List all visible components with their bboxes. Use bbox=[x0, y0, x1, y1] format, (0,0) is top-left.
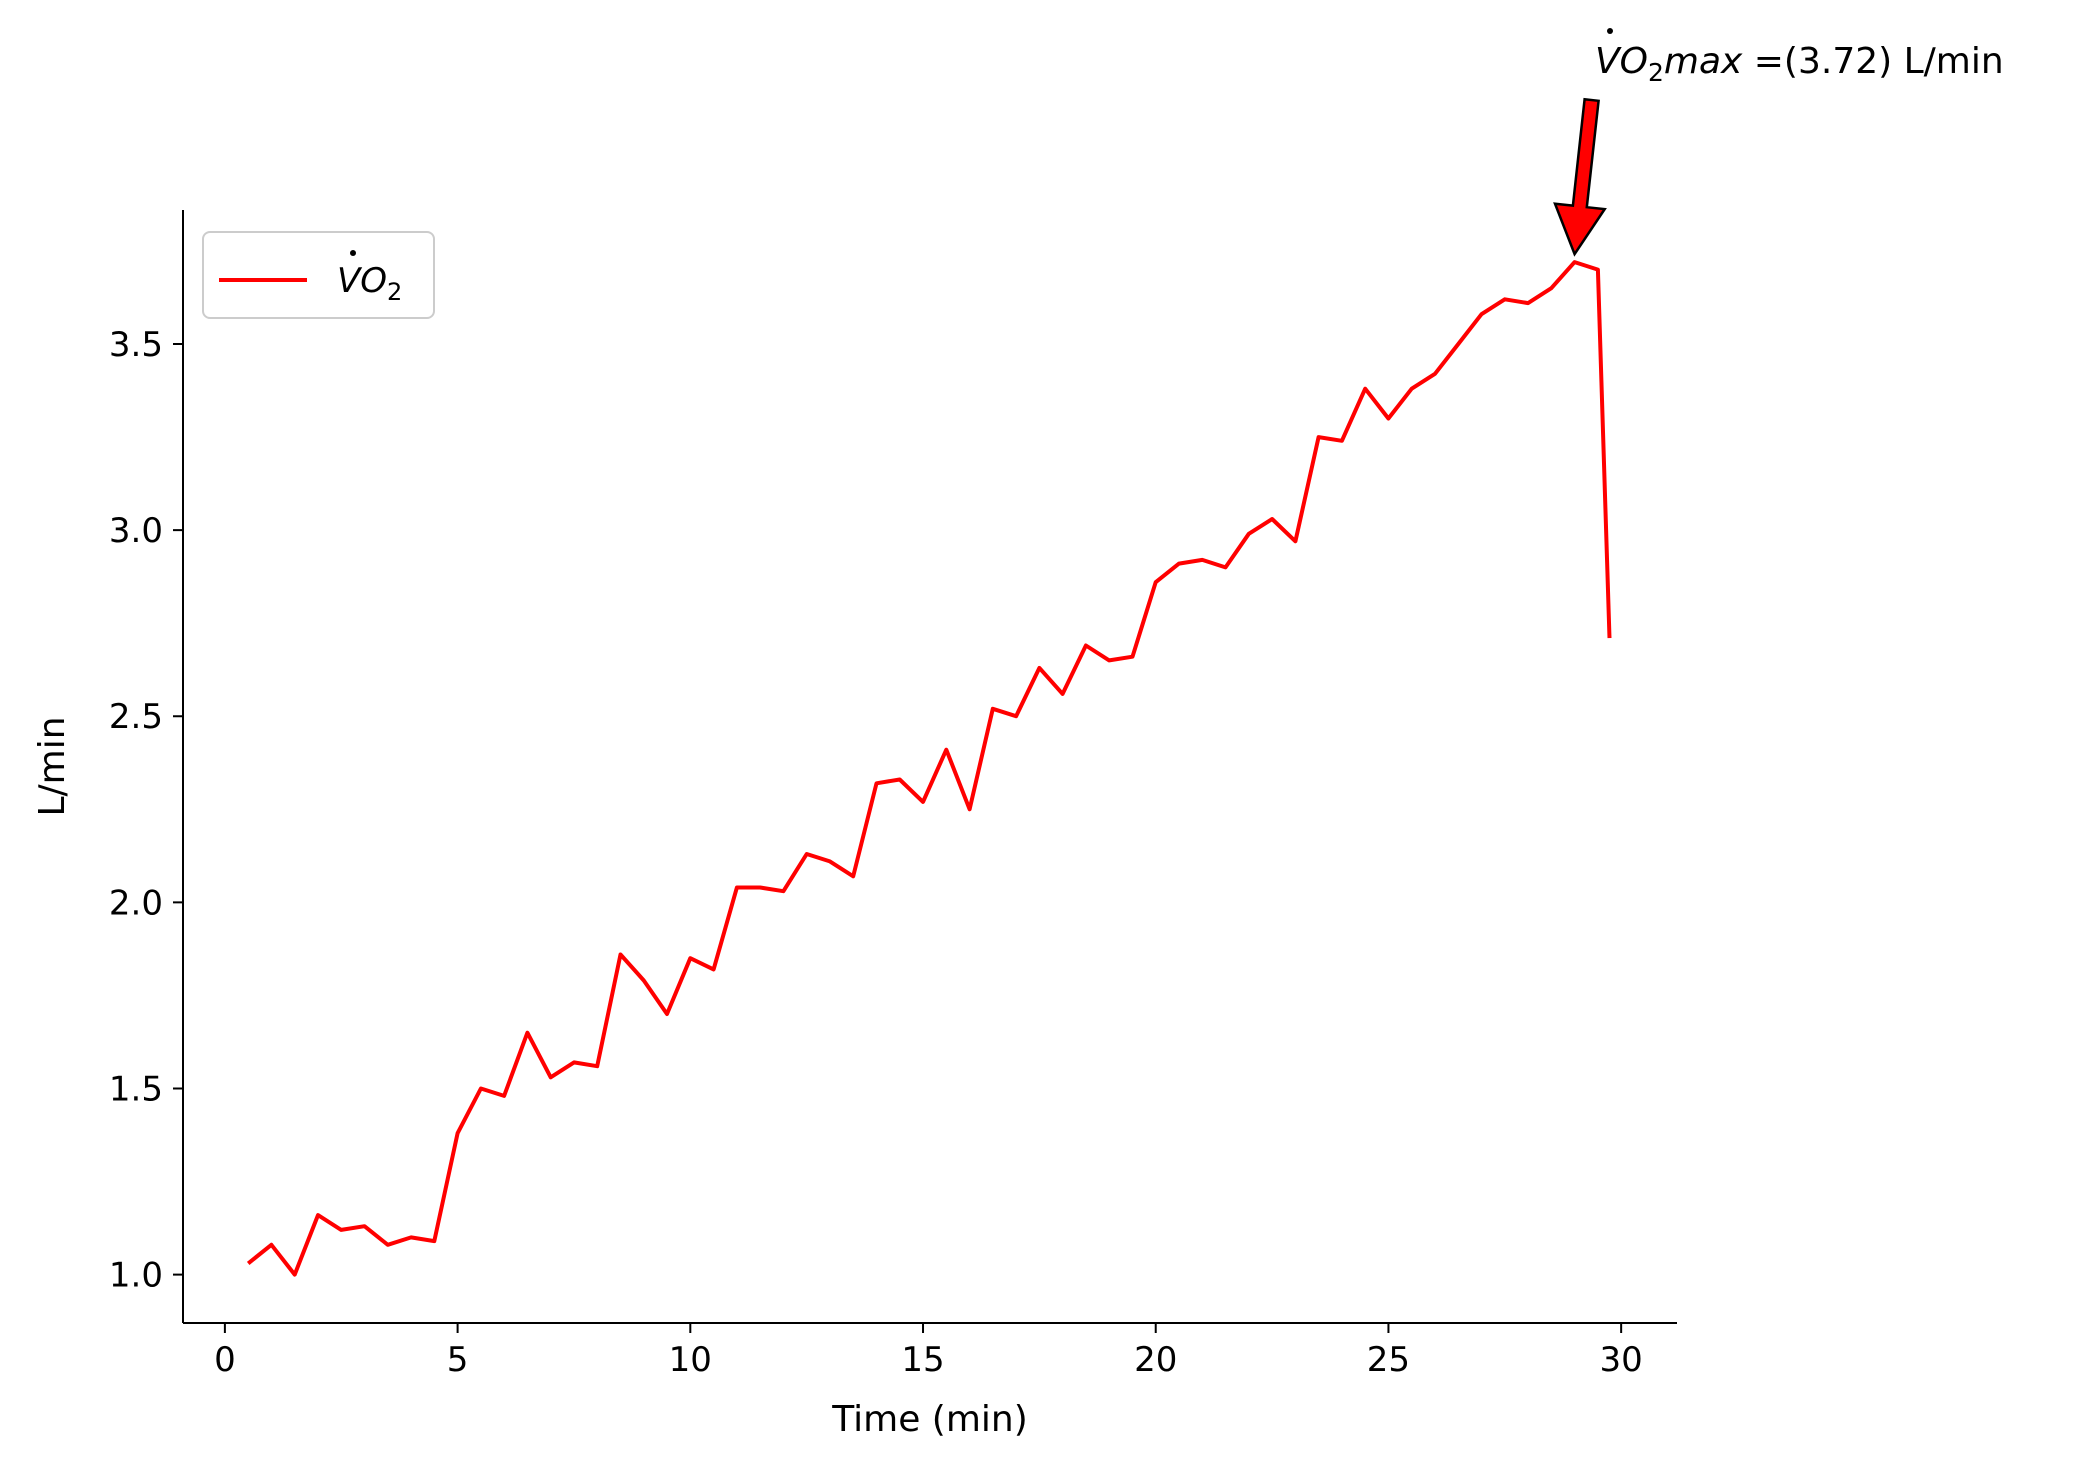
y-axis-label: L/min bbox=[32, 716, 73, 816]
legend: VO2 bbox=[202, 231, 435, 319]
y-tick-label: 2.5 bbox=[109, 697, 163, 737]
x-tick-label: 30 bbox=[1600, 1340, 1643, 1380]
x-tick-label: 25 bbox=[1367, 1340, 1410, 1380]
annotation-label: VO2max =(3.72) L/min bbox=[1595, 41, 2004, 87]
legend-dot-mark bbox=[350, 250, 356, 256]
annotation: VO2max =(3.72) L/min bbox=[1553, 28, 2004, 257]
legend-box bbox=[202, 231, 435, 319]
vo2-series-line bbox=[246, 260, 1612, 1277]
annotation-subscript: 2 bbox=[1648, 58, 1664, 87]
y-tick-label: 1.0 bbox=[109, 1256, 163, 1296]
legend-o: O bbox=[360, 261, 387, 301]
y-tick-label: 3.5 bbox=[109, 325, 163, 365]
x-tick-label: 0 bbox=[214, 1340, 236, 1380]
y-tick-label: 3.0 bbox=[109, 511, 163, 551]
annotation-value: =(3.72) L/min bbox=[1742, 41, 2003, 82]
y-tick-label: 2.0 bbox=[109, 883, 163, 923]
annotation-v: V bbox=[1595, 41, 1622, 82]
annotation-max: max bbox=[1664, 41, 1743, 82]
annotation-dot-mark bbox=[1607, 28, 1613, 34]
y-tick-label: 1.5 bbox=[109, 1069, 163, 1109]
plot-area bbox=[246, 260, 1612, 1277]
axes: 0 5 10 15 20 25 30 1.0 1.5 2.0 2.5 3.0 3.5 Time (min)… bbox=[32, 210, 1677, 1440]
annotation-arrow bbox=[1553, 97, 1607, 257]
x-tick-label: 10 bbox=[669, 1340, 712, 1380]
legend-v: V bbox=[337, 261, 363, 301]
x-axis-label: Time (min) bbox=[831, 1399, 1028, 1440]
x-tick-label: 20 bbox=[1134, 1340, 1177, 1380]
legend-subscript: 2 bbox=[387, 278, 402, 306]
x-tick-label: 5 bbox=[447, 1340, 469, 1380]
legend-label: VO2 bbox=[337, 261, 402, 306]
x-tick-label: 15 bbox=[901, 1340, 944, 1380]
annotation-o: O bbox=[1620, 41, 1648, 82]
